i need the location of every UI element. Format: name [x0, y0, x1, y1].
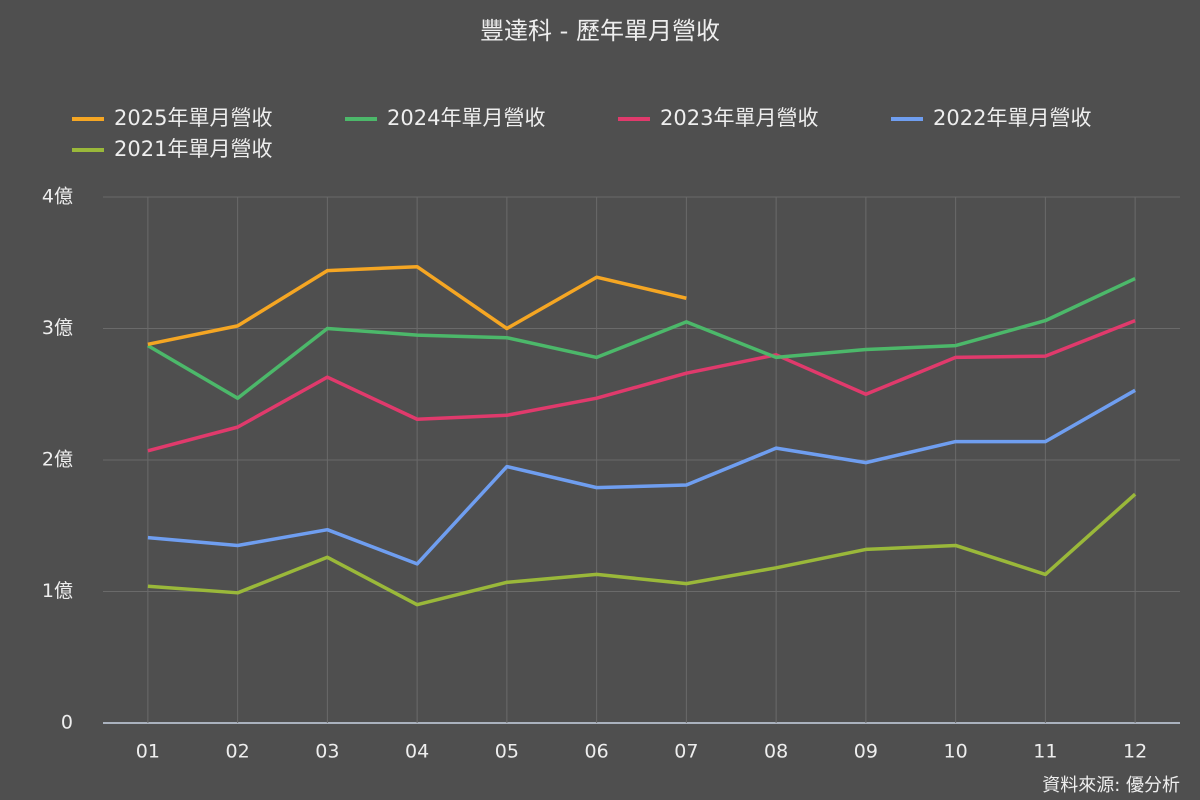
legend-label: 2023年單月營收 [660, 106, 818, 130]
chart-title: 豐達科 - 歷年單月營收 [480, 17, 720, 45]
legend-label: 2022年單月營收 [933, 106, 1091, 130]
series-line [147, 264, 687, 346]
x-tick-label: 07 [674, 741, 698, 763]
y-tick-label: 0 [61, 712, 73, 734]
y-tick-label: 2億 [42, 449, 73, 471]
source: 資料來源: 優分析 [1042, 775, 1180, 796]
x-tick-label: 12 [1123, 741, 1147, 763]
series-line [147, 388, 1136, 566]
x-tick-label: 08 [764, 741, 788, 763]
x-tick-label: 01 [136, 741, 160, 763]
x-tick-label: 05 [495, 741, 519, 763]
y-tick-label: 4億 [42, 186, 73, 208]
x-tick-label: 03 [315, 741, 339, 763]
x-tick-label: 09 [854, 741, 878, 763]
y-tick-label: 3億 [42, 317, 73, 339]
x-tick-label: 04 [405, 741, 429, 763]
legend-label: 2025年單月營收 [114, 106, 272, 130]
y-tick-label: 1億 [42, 580, 73, 602]
series-line [146, 276, 1136, 400]
legend-label: 2024年單月營收 [387, 106, 545, 130]
series-line [147, 492, 1137, 607]
legend-label: 2021年單月營收 [114, 137, 272, 161]
x-tick-label: 10 [944, 741, 968, 763]
series-line [147, 318, 1136, 453]
x-tick-label: 11 [1033, 741, 1057, 763]
x-tick-label: 06 [585, 741, 609, 763]
x-tick-label: 02 [226, 741, 250, 763]
